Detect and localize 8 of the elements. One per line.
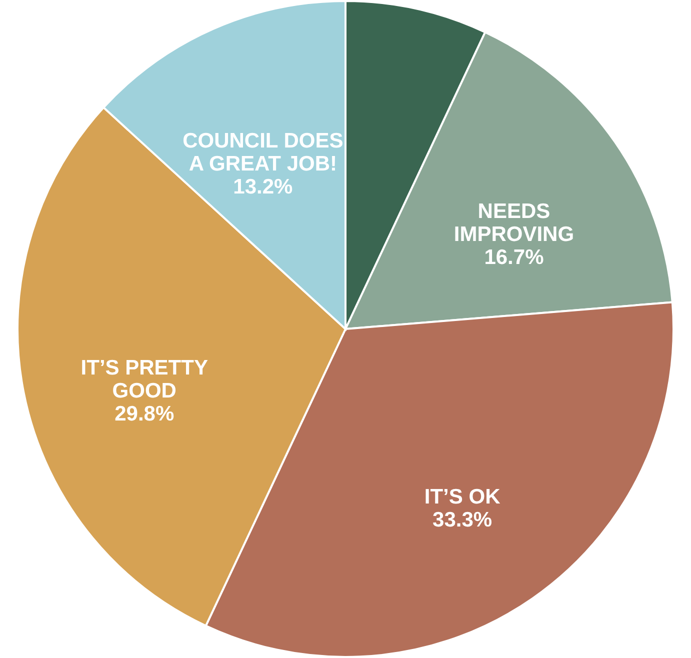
slice-label: IT’S PRETTY GOOD	[80, 356, 208, 403]
slice-label: COUNCIL DOES A GREAT JOB!	[182, 129, 344, 176]
data-label: 29.8%	[114, 402, 174, 426]
data-label: 13.2%	[233, 175, 294, 198]
data-label: 33.3%	[432, 508, 492, 532]
slice-label: IT’S OK	[424, 485, 500, 508]
data-label: 16.7%	[484, 246, 544, 270]
slice-label: NEEDS IMPROVING	[454, 200, 574, 246]
